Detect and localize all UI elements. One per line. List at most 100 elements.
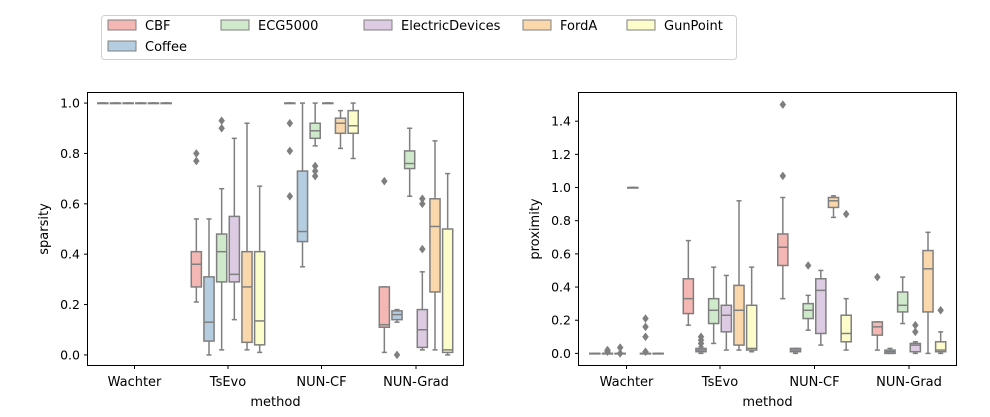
box-forda: [733, 200, 745, 351]
legend-label: Coffee: [145, 40, 187, 55]
x-tick-label: NUN-CF: [789, 375, 839, 390]
box-gunpoint: [347, 102, 359, 160]
box-cbf: [682, 239, 695, 326]
box-body: [707, 297, 720, 325]
box-ecg5000: [403, 127, 416, 198]
box-coffee: [695, 332, 707, 355]
legend-label: FordA: [560, 19, 597, 34]
legend-label: CBF: [145, 19, 170, 34]
outlier-point: [419, 199, 426, 209]
legend-item: ElectricDevices: [363, 19, 501, 34]
box-body: [215, 233, 228, 283]
box-ecg5000: [707, 266, 720, 345]
box-body: [347, 109, 359, 135]
legend-frame: [101, 15, 737, 60]
box-coffee: [203, 218, 215, 356]
y-tick-label: 1.0: [551, 180, 571, 195]
box-electricdevices: [720, 274, 733, 351]
x-tick-label: NUN-Grad: [383, 375, 449, 390]
outlier-point: [193, 149, 200, 158]
outlier-point: [218, 123, 225, 133]
box-gunpoint: [934, 305, 947, 355]
y-tick-label: 0.8: [551, 213, 571, 228]
y-tick-label: 0.4: [60, 247, 80, 262]
outlier-point: [419, 244, 426, 254]
outlier-point: [642, 347, 649, 357]
box-forda: [827, 195, 840, 219]
x-tick-label: TsEvo: [209, 375, 246, 390]
outlier-point: [842, 209, 850, 219]
y-axis-label: proximity: [528, 198, 543, 260]
box-body: [416, 308, 429, 349]
y-tick-label: 0.0: [60, 347, 80, 362]
outlier-point: [604, 347, 611, 357]
box-body: [827, 196, 840, 209]
box-body: [253, 250, 266, 346]
outlier-point: [697, 332, 705, 342]
box-ecg5000: [896, 276, 909, 325]
legend: CBF Coffee ECG5000 ElectricDevices FordA GunP…: [101, 15, 737, 60]
x-tick-label: TsEvo: [701, 375, 738, 390]
x-tick-label: NUN-Grad: [876, 375, 942, 390]
box-coffee: [296, 102, 309, 268]
legend-item: ECG5000: [220, 19, 318, 34]
outlier-point: [642, 332, 649, 342]
box-body: [403, 150, 416, 170]
outlier-point: [218, 116, 225, 126]
box-body: [733, 284, 745, 346]
legend-label: GunPoint: [664, 19, 723, 34]
box-cbf: [589, 352, 601, 355]
legend-swatch: [220, 19, 250, 31]
box-ecg5000: [215, 116, 228, 351]
box-cbf: [97, 102, 109, 105]
y-tick-label: 0.0: [551, 346, 571, 361]
legend-swatch: [626, 19, 656, 31]
outlier-point: [642, 314, 649, 323]
box-electricdevices: [627, 186, 639, 189]
y-tick-label: 0.6: [60, 196, 80, 211]
box-body: [228, 215, 241, 283]
box-gunpoint: [160, 102, 172, 105]
box-body: [745, 304, 758, 351]
box-body: [720, 304, 733, 333]
box-ecg5000: [309, 102, 321, 181]
legend-item: FordA: [522, 19, 597, 34]
plot-area: [87, 92, 464, 366]
outlier-point: [393, 350, 401, 360]
legend-swatch: [363, 19, 393, 31]
box-coffee: [109, 102, 122, 105]
y-tick-label: 0.6: [551, 246, 571, 261]
outlier-point: [419, 194, 426, 204]
box-body: [840, 314, 852, 343]
outlier-point: [286, 191, 294, 201]
sparsity-chart: 0.0 0.2 0.4 0.6 0.8 1.0 Wachter TsEvo NUN-CF NUN-…: [37, 92, 464, 410]
proximity-chart: 0.0 0.2 0.4 0.6 0.8 1.0 1.2 1.4 Wachter TsEvo NUN-…: [528, 92, 957, 410]
box-electricdevices: [909, 320, 922, 355]
y-tick-label: 1.4: [551, 114, 571, 129]
y-tick-label: 0.2: [60, 297, 80, 312]
x-axis-label: method: [250, 395, 300, 410]
box-coffee: [391, 308, 403, 360]
outlier-point: [779, 100, 787, 110]
box-body: [190, 250, 203, 288]
x-tick-label: Wachter: [108, 375, 162, 390]
legend-item: Coffee: [107, 40, 187, 55]
box-coffee: [601, 345, 614, 357]
outlier-point: [286, 146, 294, 156]
box-forda: [429, 140, 441, 351]
plot-area: [578, 92, 957, 366]
box-electricdevices: [322, 102, 334, 105]
box-gunpoint: [652, 352, 664, 355]
outlier-point: [912, 327, 919, 337]
y-tick-label: 1.2: [551, 147, 571, 162]
box-body: [682, 278, 695, 315]
x-axis-label: method: [742, 395, 792, 410]
box-body: [378, 286, 391, 328]
box-cbf: [190, 149, 203, 303]
box-electricdevices: [815, 269, 827, 346]
box-ecg5000: [802, 261, 814, 331]
outlier-point: [311, 171, 319, 181]
box-electricdevices: [228, 137, 241, 321]
box-body: [334, 117, 347, 135]
